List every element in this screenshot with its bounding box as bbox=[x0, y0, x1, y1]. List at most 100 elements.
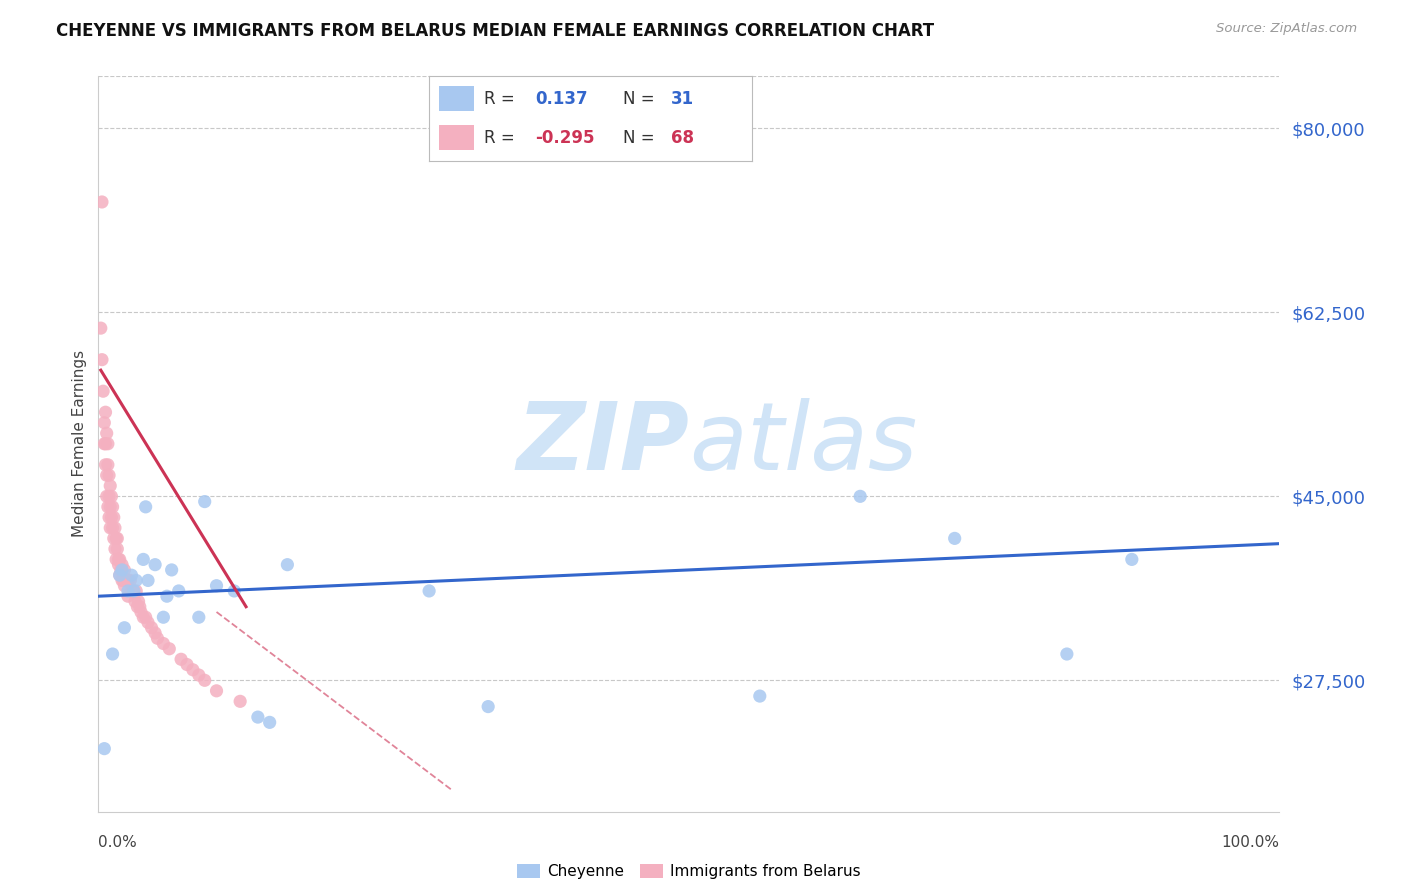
Point bbox=[156, 589, 179, 603]
Point bbox=[101, 647, 124, 661]
Point bbox=[105, 541, 128, 556]
Point bbox=[108, 568, 131, 582]
Point bbox=[418, 584, 440, 599]
Point bbox=[111, 558, 134, 572]
Point bbox=[91, 194, 114, 209]
Point bbox=[107, 552, 129, 566]
Bar bbox=[439, 125, 474, 151]
Y-axis label: Median Female Earnings: Median Female Earnings bbox=[72, 351, 87, 537]
Point bbox=[112, 621, 135, 635]
Text: 0.0%: 0.0% bbox=[98, 835, 138, 850]
Point bbox=[1121, 552, 1143, 566]
Point bbox=[194, 673, 217, 688]
Text: R =: R = bbox=[484, 128, 515, 146]
Text: R =: R = bbox=[484, 90, 515, 108]
Point bbox=[120, 574, 142, 588]
Point bbox=[97, 500, 120, 514]
Point bbox=[105, 552, 128, 566]
Point bbox=[110, 563, 132, 577]
Text: 31: 31 bbox=[672, 90, 695, 108]
Text: -0.295: -0.295 bbox=[536, 128, 595, 146]
Point bbox=[170, 652, 193, 666]
Point bbox=[122, 584, 145, 599]
Text: N =: N = bbox=[623, 90, 654, 108]
Text: 68: 68 bbox=[672, 128, 695, 146]
Point bbox=[96, 489, 118, 503]
Point bbox=[176, 657, 198, 672]
Point bbox=[117, 584, 139, 599]
Point bbox=[112, 563, 135, 577]
Point bbox=[143, 626, 166, 640]
Point bbox=[117, 589, 139, 603]
Point bbox=[94, 458, 117, 472]
Point bbox=[108, 552, 131, 566]
Text: CHEYENNE VS IMMIGRANTS FROM BELARUS MEDIAN FEMALE EARNINGS CORRELATION CHART: CHEYENNE VS IMMIGRANTS FROM BELARUS MEDI… bbox=[56, 22, 935, 40]
Point bbox=[98, 510, 121, 524]
Point bbox=[125, 574, 148, 588]
Point bbox=[111, 563, 134, 577]
Point bbox=[152, 610, 174, 624]
Text: ZIP: ZIP bbox=[516, 398, 689, 490]
Point bbox=[91, 352, 114, 367]
Point bbox=[748, 689, 770, 703]
Text: 100.0%: 100.0% bbox=[1222, 835, 1279, 850]
Point bbox=[943, 532, 966, 546]
Point bbox=[187, 610, 209, 624]
Point bbox=[187, 668, 209, 682]
Point bbox=[101, 500, 124, 514]
Point bbox=[849, 489, 872, 503]
Text: Source: ZipAtlas.com: Source: ZipAtlas.com bbox=[1216, 22, 1357, 36]
Point bbox=[90, 321, 112, 335]
Point bbox=[96, 468, 118, 483]
Point bbox=[98, 521, 121, 535]
Point bbox=[152, 636, 174, 650]
Point bbox=[98, 500, 121, 514]
Text: N =: N = bbox=[623, 128, 654, 146]
Point bbox=[128, 594, 150, 608]
Point bbox=[96, 426, 118, 441]
Point bbox=[135, 610, 157, 624]
Point bbox=[103, 532, 125, 546]
Point bbox=[104, 521, 127, 535]
Point bbox=[100, 510, 122, 524]
Point bbox=[224, 584, 246, 599]
Point bbox=[98, 489, 121, 503]
Point bbox=[98, 468, 121, 483]
Point bbox=[246, 710, 269, 724]
Point bbox=[108, 568, 131, 582]
Point bbox=[127, 599, 149, 614]
Point bbox=[129, 605, 152, 619]
Point bbox=[105, 532, 128, 546]
Point bbox=[276, 558, 298, 572]
Bar bbox=[439, 86, 474, 112]
Point bbox=[132, 552, 155, 566]
Point bbox=[205, 579, 228, 593]
Point bbox=[167, 584, 190, 599]
Point bbox=[103, 510, 125, 524]
Point bbox=[101, 521, 124, 535]
Point bbox=[104, 541, 127, 556]
Point bbox=[112, 579, 135, 593]
Point bbox=[157, 641, 180, 656]
Point bbox=[93, 437, 115, 451]
Point bbox=[181, 663, 204, 677]
Point bbox=[97, 437, 120, 451]
Point bbox=[117, 574, 139, 588]
Legend: Cheyenne, Immigrants from Belarus: Cheyenne, Immigrants from Belarus bbox=[510, 858, 868, 885]
Point bbox=[229, 694, 252, 708]
Point bbox=[160, 563, 183, 577]
Point bbox=[125, 584, 148, 599]
Point bbox=[259, 715, 281, 730]
Point bbox=[135, 500, 157, 514]
Point bbox=[128, 599, 150, 614]
Text: 0.137: 0.137 bbox=[536, 90, 588, 108]
Point bbox=[105, 532, 128, 546]
Point bbox=[98, 479, 121, 493]
Point bbox=[121, 568, 143, 582]
Point bbox=[1056, 647, 1078, 661]
Point bbox=[132, 610, 155, 624]
Point bbox=[91, 384, 114, 399]
Text: atlas: atlas bbox=[689, 398, 917, 490]
Point bbox=[100, 489, 122, 503]
Point bbox=[146, 632, 169, 646]
